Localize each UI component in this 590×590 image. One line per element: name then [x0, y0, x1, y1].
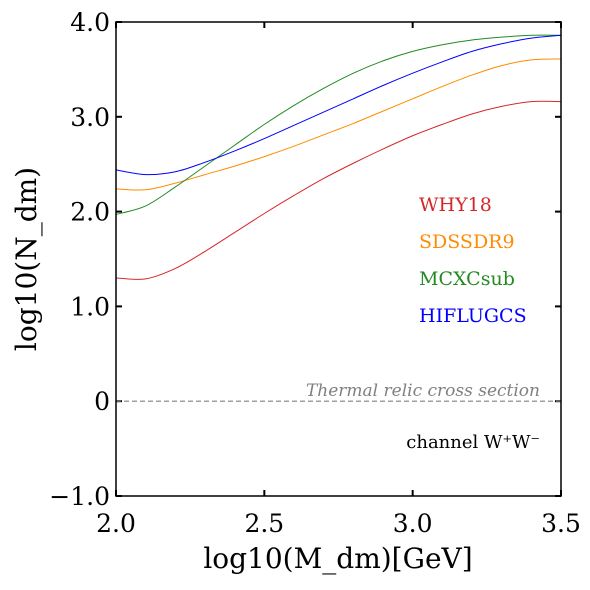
legend-entry-why18: WHY18 [419, 194, 492, 216]
y-tick-label: −1.0 [49, 482, 110, 511]
x-tick-label: 2.5 [244, 509, 284, 538]
reference-line-label: Thermal relic cross section [306, 381, 540, 401]
legend-entry-mcxcsub: MCXCsub [419, 268, 515, 290]
x-axis-title: log10(M_dm)[GeV] [203, 542, 472, 575]
y-tick-label: 4.0 [70, 8, 110, 37]
reference-line-group: Thermal relic cross section [116, 381, 561, 402]
y-tick-label: 2.0 [70, 198, 110, 227]
plot-frame [115, 21, 562, 497]
annotation-channel: channel W⁺W⁻ [406, 432, 540, 453]
x-tick-label: 3.5 [541, 509, 581, 538]
legend-entry-hiflugcs: HIFLUGCS [419, 305, 527, 327]
ticks: 2.0 2.5 3.0 3.5 −1.0 0 1.0 2.0 3.0 4.0 [49, 8, 581, 538]
x-tick-label: 2.0 [96, 509, 136, 538]
series-line-why18 [115, 100, 562, 280]
series-line-sdssdr9 [115, 58, 562, 191]
series-line-mcxcsub [115, 34, 562, 215]
series-line-hiflugcs [115, 34, 562, 176]
legend: WHY18 SDSSDR9 MCXCsub HIFLUGCS [419, 194, 527, 327]
y-axis-title: log10(N_dm) [10, 167, 43, 351]
y-tick-label: 0 [94, 387, 110, 416]
series-group [115, 34, 562, 280]
plot-background [116, 22, 561, 496]
x-tick-label: 3.0 [393, 509, 433, 538]
legend-entry-sdssdr9: SDSSDR9 [419, 231, 515, 253]
y-tick-label: 3.0 [70, 103, 110, 132]
y-tick-label: 1.0 [70, 292, 110, 321]
